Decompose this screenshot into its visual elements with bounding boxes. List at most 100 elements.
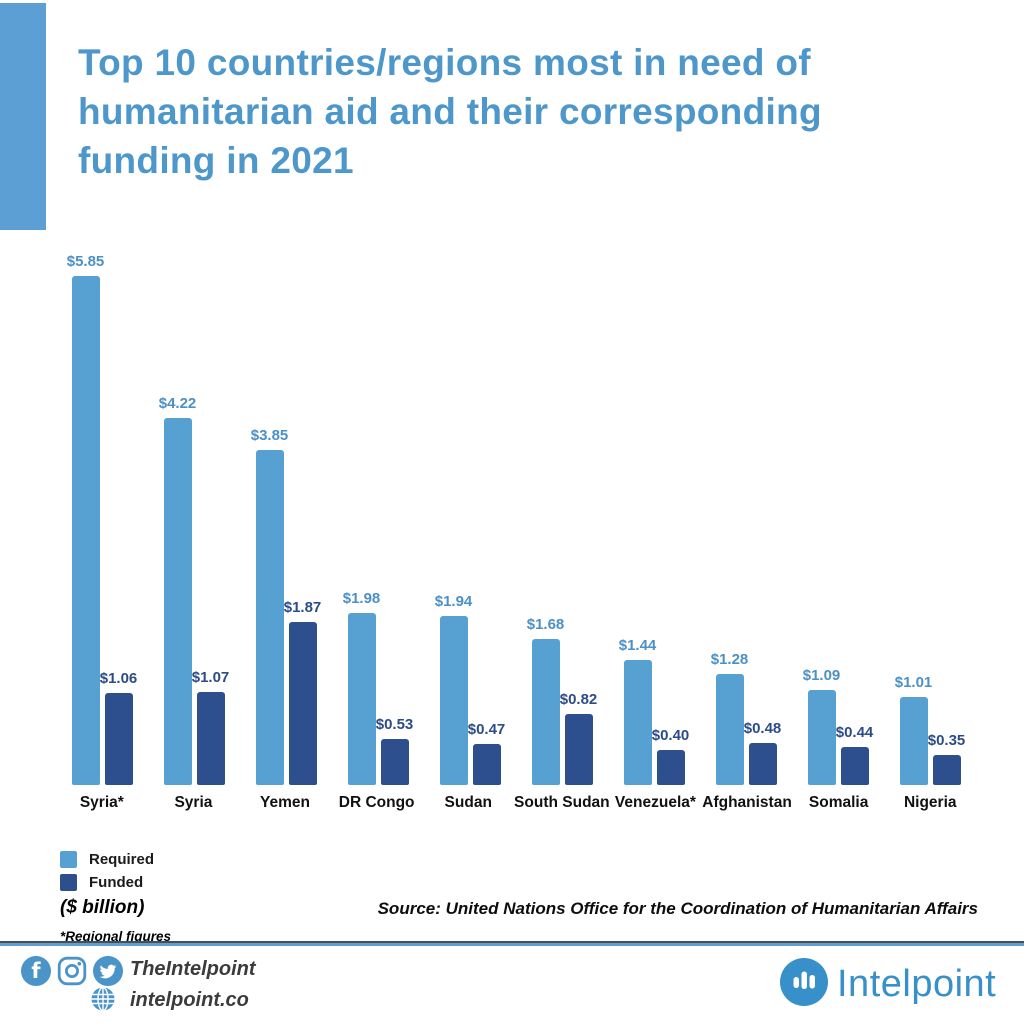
required-bar-col: $4.22 bbox=[159, 395, 196, 785]
bar-group: $1.68 $0.82 bbox=[516, 616, 608, 785]
funded-label: Funded bbox=[89, 874, 144, 891]
required-bar bbox=[715, 674, 744, 785]
website-url: intelpoint.co bbox=[130, 989, 249, 1011]
required-bar bbox=[807, 690, 836, 785]
required-value-label: $1.44 bbox=[618, 637, 657, 654]
funded-value-label: $0.47 bbox=[467, 721, 506, 738]
funded-bar bbox=[288, 622, 317, 785]
required-value-label: $1.09 bbox=[802, 667, 841, 684]
funded-value-label: $0.40 bbox=[651, 727, 690, 744]
regional-footnote: *Regional figures bbox=[60, 929, 172, 944]
bar-chart: $5.85 $1.06 $4.22 $1.07 $3.85 $1.87 $1.98 $0.53… bbox=[56, 240, 976, 812]
funded-bar-col: $0.47 bbox=[468, 721, 505, 785]
required-bar bbox=[899, 697, 928, 785]
legend-row-funded: Funded bbox=[60, 874, 171, 891]
bar-group: $1.98 $0.53 bbox=[332, 590, 424, 785]
funded-swatch bbox=[60, 874, 77, 891]
required-bar-col: $3.85 bbox=[251, 427, 288, 785]
funded-bar-col: $0.40 bbox=[652, 727, 689, 785]
funded-bar bbox=[656, 750, 685, 785]
required-value-label: $1.94 bbox=[434, 593, 473, 610]
funded-bar bbox=[104, 693, 133, 785]
funded-bar-col: $1.07 bbox=[192, 669, 229, 785]
category-label: Afghanistan bbox=[702, 794, 792, 811]
funded-value-label: $1.07 bbox=[191, 669, 230, 686]
brand-logo: Intelpoint bbox=[780, 958, 996, 1011]
funded-bar bbox=[748, 743, 777, 785]
funded-value-label: $0.82 bbox=[559, 691, 598, 708]
category-label: Syria* bbox=[79, 794, 124, 811]
required-value-label: $1.28 bbox=[710, 651, 749, 668]
category-label: Syria bbox=[174, 794, 213, 811]
category-label: Sudan bbox=[444, 794, 492, 811]
social-handle: TheIntelpoint bbox=[130, 958, 256, 980]
bar-group: $1.01 $0.35 bbox=[884, 674, 976, 785]
page-title: Top 10 countries/regions most in need of… bbox=[78, 42, 822, 182]
instagram-icon bbox=[57, 956, 87, 986]
brand-logo-icon bbox=[780, 958, 828, 1011]
required-value-label: $4.22 bbox=[158, 395, 197, 412]
required-bar-col: $1.01 bbox=[895, 674, 932, 785]
required-bar-col: $1.68 bbox=[527, 616, 564, 785]
funded-bar-col: $0.53 bbox=[376, 716, 413, 785]
required-bar-col: $1.28 bbox=[711, 651, 748, 785]
required-value-label: $1.01 bbox=[894, 674, 933, 691]
required-value-label: $1.68 bbox=[526, 616, 565, 633]
bar-group: $1.44 $0.40 bbox=[608, 637, 700, 785]
required-value-label: $5.85 bbox=[66, 253, 105, 270]
source-attribution: Source: United Nations Office for the Co… bbox=[377, 899, 978, 918]
funded-bar-col: $0.82 bbox=[560, 691, 597, 785]
footer-divider bbox=[0, 941, 1024, 946]
funded-value-label: $0.53 bbox=[375, 716, 414, 733]
funded-value-label: $1.87 bbox=[283, 599, 322, 616]
funded-bar bbox=[380, 739, 409, 785]
bar-group: $3.85 $1.87 bbox=[240, 427, 332, 785]
category-label: Somalia bbox=[808, 794, 869, 811]
required-bar-col: $1.44 bbox=[619, 637, 656, 785]
category-label: Nigeria bbox=[903, 794, 957, 811]
funded-value-label: $0.44 bbox=[835, 724, 874, 741]
funded-bar bbox=[472, 744, 501, 785]
bar-group: $1.28 $0.48 bbox=[700, 651, 792, 785]
funded-value-label: $1.06 bbox=[99, 670, 138, 687]
required-value-label: $3.85 bbox=[250, 427, 289, 444]
bars-row: $5.85 $1.06 $4.22 $1.07 $3.85 $1.87 $1.98 $0.53… bbox=[56, 240, 976, 785]
funded-bar-col: $0.48 bbox=[744, 720, 781, 785]
funded-value-label: $0.35 bbox=[927, 732, 966, 749]
categories-row: Syria* Syria Yemen DR Congo Sudan South Sudan… bbox=[56, 794, 976, 812]
bar-group: $1.94 $0.47 bbox=[424, 593, 516, 785]
funded-bar bbox=[840, 747, 869, 785]
bar-group: $5.85 $1.06 bbox=[56, 253, 148, 785]
brand-name: Intelpoint bbox=[837, 963, 997, 1005]
funded-bar-col: $1.87 bbox=[284, 599, 321, 785]
accent-bar bbox=[0, 3, 46, 230]
legend-row-required: Required bbox=[60, 851, 171, 868]
required-swatch bbox=[60, 851, 77, 868]
funded-bar-col: $0.35 bbox=[928, 732, 965, 785]
required-bar-col: $1.98 bbox=[343, 590, 380, 785]
funded-bar bbox=[932, 755, 961, 785]
category-label: Yemen bbox=[260, 794, 311, 811]
required-bar bbox=[163, 418, 192, 785]
funded-bar bbox=[564, 714, 593, 785]
funded-bar-col: $0.44 bbox=[836, 724, 873, 785]
required-bar-col: $1.94 bbox=[435, 593, 472, 785]
globe-icon bbox=[90, 986, 116, 1012]
category-label: DR Congo bbox=[338, 794, 415, 811]
bar-group: $4.22 $1.07 bbox=[148, 395, 240, 785]
bar-group: $1.09 $0.44 bbox=[792, 667, 884, 785]
category-label: Venezuela* bbox=[614, 794, 696, 811]
funded-bar bbox=[196, 692, 225, 785]
funded-value-label: $0.48 bbox=[743, 720, 782, 737]
required-bar bbox=[347, 613, 376, 785]
required-bar bbox=[255, 450, 284, 785]
required-label: Required bbox=[89, 851, 155, 868]
funded-bar-col: $1.06 bbox=[100, 670, 137, 785]
twitter-icon bbox=[93, 956, 123, 986]
facebook-icon: f bbox=[21, 956, 51, 986]
required-bar-col: $5.85 bbox=[67, 253, 104, 785]
required-bar bbox=[71, 276, 100, 785]
required-bar-col: $1.09 bbox=[803, 667, 840, 785]
unit-label: ($ billion) bbox=[60, 897, 145, 918]
required-bar bbox=[531, 639, 560, 785]
